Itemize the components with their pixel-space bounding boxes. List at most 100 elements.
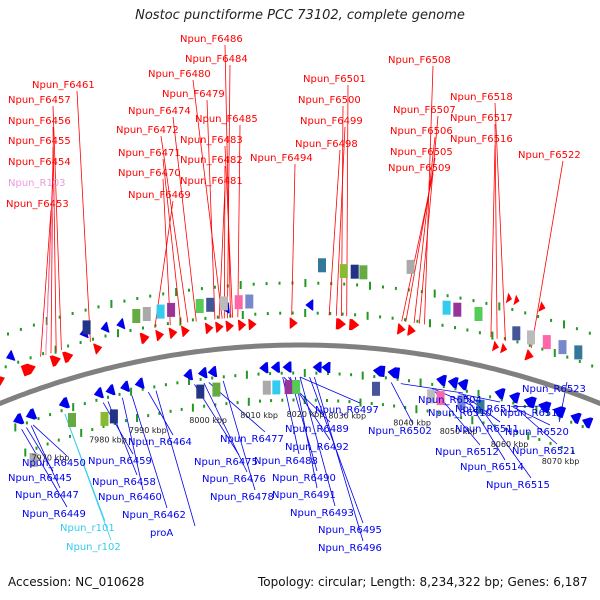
- gene-label[interactable]: Npun_R6478: [210, 492, 274, 503]
- gene-label[interactable]: Npun_R6493: [290, 508, 354, 519]
- gene-label[interactable]: Npun_R6489: [285, 424, 349, 435]
- gene-label[interactable]: Npun_F6455: [8, 136, 71, 147]
- tick-mark: [281, 398, 284, 402]
- gene-label[interactable]: Npun_F6471: [118, 148, 181, 159]
- leader-line: [511, 405, 546, 407]
- gene-label[interactable]: Npun_F6501: [303, 74, 366, 85]
- gene-label[interactable]: Npun_F6456: [8, 116, 71, 127]
- gene-label[interactable]: Npun_R6521: [512, 446, 576, 457]
- gene-label[interactable]: Npun_R6459: [88, 456, 152, 467]
- gene-label[interactable]: Npun_F6469: [128, 190, 191, 201]
- gene-label[interactable]: Npun_R6464: [128, 437, 192, 448]
- leader-line: [222, 380, 256, 491]
- gene-label[interactable]: Npun_R6520: [505, 427, 569, 438]
- reverse-gene-arrow: [387, 367, 401, 379]
- tick-mark: [327, 372, 329, 375]
- gene-label[interactable]: Npun_R6490: [272, 473, 336, 484]
- leader-line: [192, 79, 223, 319]
- tick-mark: [303, 369, 306, 377]
- gene-label[interactable]: Npun_F6453: [6, 199, 69, 210]
- gene-label[interactable]: Npun_F6508: [388, 55, 451, 66]
- gene-label[interactable]: Npun_R6460: [98, 492, 162, 503]
- gene-label[interactable]: Npun_F6486: [180, 34, 243, 45]
- gene-label[interactable]: Npun_R6514: [460, 462, 524, 473]
- gene-label[interactable]: Npun_F6457: [8, 95, 71, 106]
- tick-mark: [130, 387, 133, 396]
- gene-label[interactable]: Npun_F6506: [390, 126, 453, 137]
- tick-mark: [373, 375, 376, 379]
- gene-label[interactable]: Npun_R6447: [15, 490, 79, 501]
- gene-label[interactable]: Npun_R6504: [418, 395, 482, 406]
- gene-label[interactable]: Npun_F6481: [180, 176, 243, 187]
- reverse-gene-arrow: [447, 377, 459, 389]
- gene-label[interactable]: Npun_F6507: [393, 105, 456, 116]
- tick-mark: [512, 401, 515, 405]
- gene-label[interactable]: Npun_F6494: [250, 153, 313, 164]
- gene-label[interactable]: Npun_F6474: [128, 106, 191, 117]
- tick-mark: [104, 334, 107, 338]
- tick-mark: [460, 416, 463, 420]
- domain-block: [212, 382, 221, 397]
- gene-label[interactable]: Npun_r101: [60, 523, 115, 534]
- gene-label[interactable]: Npun_R6495: [318, 525, 382, 536]
- gene-label[interactable]: Npun_R6488: [254, 456, 318, 467]
- gene-label[interactable]: Npun_R6445: [8, 473, 72, 484]
- gene-label[interactable]: Npun_R6519: [500, 408, 564, 419]
- gene-label[interactable]: Npun_R6492: [285, 442, 349, 453]
- gene-label[interactable]: Npun_R6512: [435, 447, 499, 458]
- tick-mark: [25, 421, 28, 425]
- gene-label[interactable]: Npun_F6522: [518, 150, 581, 161]
- gene-label[interactable]: Npun_R6462: [122, 510, 186, 521]
- gene-label[interactable]: Npun_F6470: [118, 168, 181, 179]
- gene-label[interactable]: Npun_F6482: [180, 155, 243, 166]
- gene-label[interactable]: Npun_F6479: [162, 89, 225, 100]
- gene-label[interactable]: Npun_F6484: [185, 54, 248, 65]
- gene-label[interactable]: Npun_F6498: [295, 139, 358, 150]
- gene-label[interactable]: Npun_F6509: [388, 163, 451, 174]
- leader-line: [531, 160, 564, 348]
- gene-label[interactable]: Npun_R6511: [455, 424, 519, 435]
- gene-label[interactable]: Npun_F6518: [450, 92, 513, 103]
- gene-label[interactable]: Npun_F6516: [450, 134, 513, 145]
- reverse-gene-arrow: [270, 361, 280, 373]
- leader-line: [490, 144, 496, 338]
- gene-label[interactable]: Npun_F6454: [8, 157, 71, 168]
- gene-label[interactable]: Npun_F6485: [195, 114, 258, 125]
- gene-label[interactable]: Npun_R6450: [22, 458, 86, 469]
- gene-label[interactable]: Npun_R6515: [486, 480, 550, 491]
- gene-label[interactable]: Npun_F6500: [298, 95, 361, 106]
- gene-label[interactable]: Npun_R6513: [455, 404, 519, 415]
- gene-label[interactable]: Npun_R6497: [315, 405, 379, 416]
- gene-label[interactable]: Npun_R6523: [522, 384, 586, 395]
- gene-label[interactable]: Npun_R6449: [22, 509, 86, 520]
- gene-label[interactable]: Npun_R6496: [318, 543, 382, 554]
- gene-label[interactable]: Npun_R6476: [202, 474, 266, 485]
- leader-line: [291, 163, 296, 316]
- gene-label[interactable]: Npun_F6483: [180, 135, 243, 146]
- leader-line: [515, 407, 558, 445]
- tick-mark: [489, 395, 492, 399]
- gene-label[interactable]: Npun_F6472: [116, 125, 179, 136]
- gene-label[interactable]: Npun_R6510: [428, 408, 492, 419]
- gene-label[interactable]: Npun_R6502: [368, 426, 432, 437]
- gene-label[interactable]: Npun_F6480: [148, 69, 211, 80]
- gene-label[interactable]: Npun_F6461: [32, 80, 95, 91]
- gene-label[interactable]: Npun_F6517: [450, 113, 513, 124]
- gene-label[interactable]: Npun_R6491: [272, 490, 336, 501]
- forward-gene-arrow: [348, 319, 360, 331]
- tick-mark: [102, 424, 105, 428]
- gene-label[interactable]: Npun_R6458: [92, 477, 156, 488]
- tick-mark: [124, 419, 127, 423]
- gene-label[interactable]: Npun_F6499: [300, 116, 363, 127]
- gene-label[interactable]: Npun_R103: [8, 178, 66, 189]
- gene-label[interactable]: Npun_R6477: [220, 434, 284, 445]
- tick-mark: [222, 375, 225, 379]
- domain-block: [109, 409, 118, 424]
- gene-label[interactable]: proA: [150, 528, 173, 539]
- tick-mark: [291, 311, 294, 315]
- domain-block: [542, 335, 551, 350]
- gene-label[interactable]: Npun_R6475: [194, 457, 258, 468]
- gene-label[interactable]: Npun_r102: [66, 542, 121, 553]
- gene-label[interactable]: Npun_F6505: [390, 147, 453, 158]
- domain-block: [82, 320, 91, 335]
